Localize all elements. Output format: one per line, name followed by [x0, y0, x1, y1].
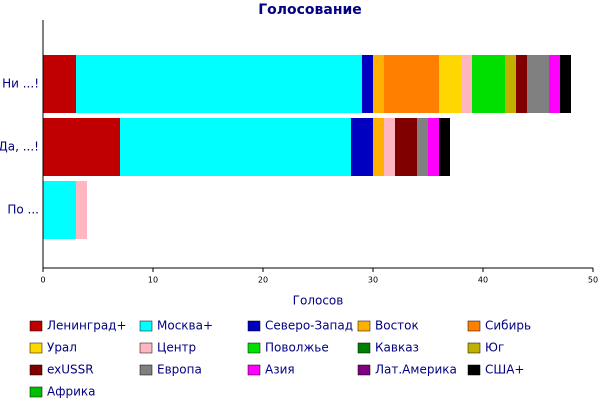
legend-label: Центр: [157, 341, 196, 355]
y-tick-label: Да, ...!: [0, 140, 39, 154]
legend-label: Ленинград+: [47, 319, 127, 333]
bar-segment: [362, 55, 373, 113]
y-tick-label: Ни ...!: [2, 77, 39, 91]
bar-segment: [505, 55, 516, 113]
x-tick-label: 50: [588, 276, 598, 285]
bar-segment: [461, 55, 472, 113]
bar-segment: [373, 118, 384, 176]
bar-segment: [384, 55, 439, 113]
bar-segment: [351, 118, 373, 176]
bar-segment: [120, 118, 351, 176]
legend-swatch: [139, 342, 153, 354]
legend-swatch: [247, 364, 261, 376]
legend-swatch: [247, 320, 261, 332]
bar-segment: [43, 55, 76, 113]
bar-segment: [395, 118, 417, 176]
y-tick-label: По ...: [7, 203, 39, 217]
legend-swatch: [467, 364, 481, 376]
legend-swatch: [357, 342, 371, 354]
legend-label: Поволжье: [265, 341, 329, 355]
legend-swatch: [29, 386, 43, 398]
legend-swatch: [29, 364, 43, 376]
bar-segment: [43, 118, 120, 176]
x-tick-label: 0: [40, 276, 45, 285]
legend-label: Африка: [47, 385, 96, 399]
legend-label: Урал: [47, 341, 77, 355]
legend-swatch: [29, 320, 43, 332]
legend-swatch: [357, 364, 371, 376]
bar-segment: [76, 181, 87, 239]
legend-swatch: [467, 342, 481, 354]
bar-segment: [472, 55, 505, 113]
bar-segment: [428, 118, 439, 176]
legend-label: Москва+: [157, 319, 213, 333]
legend-label: Восток: [375, 319, 419, 333]
legend-swatch: [247, 342, 261, 354]
x-tick-label: 20: [258, 276, 268, 285]
legend-swatch: [139, 364, 153, 376]
legend-label: exUSSR: [47, 363, 94, 377]
bar-segment: [516, 55, 527, 113]
bar-segment: [527, 55, 549, 113]
legend-swatch: [467, 320, 481, 332]
bar-segment: [560, 55, 571, 113]
legend-label: Азия: [265, 363, 295, 377]
chart-title: Голосование: [258, 2, 362, 18]
bar-segment: [76, 55, 362, 113]
x-axis-label: Голосов: [293, 294, 344, 308]
bar-segment: [384, 118, 395, 176]
bar-segment: [549, 55, 560, 113]
legend-label: Сибирь: [485, 319, 531, 333]
legend-label: Юг: [485, 341, 504, 355]
legend-label: Лат.Америка: [375, 363, 457, 377]
x-tick-label: 40: [478, 276, 488, 285]
x-tick-label: 10: [148, 276, 158, 285]
bar-segment: [373, 55, 384, 113]
legend-swatch: [29, 342, 43, 354]
legend-swatch: [139, 320, 153, 332]
bar-segment: [417, 118, 428, 176]
legend-label: Европа: [157, 363, 202, 377]
x-tick-label: 30: [368, 276, 378, 285]
bar-segment: [439, 55, 461, 113]
bar-segment: [439, 118, 450, 176]
bar-segment: [43, 181, 76, 239]
legend-label: Кавказ: [375, 341, 419, 355]
legend-label: США+: [485, 363, 524, 377]
legend-label: Северо-Запад: [265, 319, 353, 333]
legend-swatch: [357, 320, 371, 332]
